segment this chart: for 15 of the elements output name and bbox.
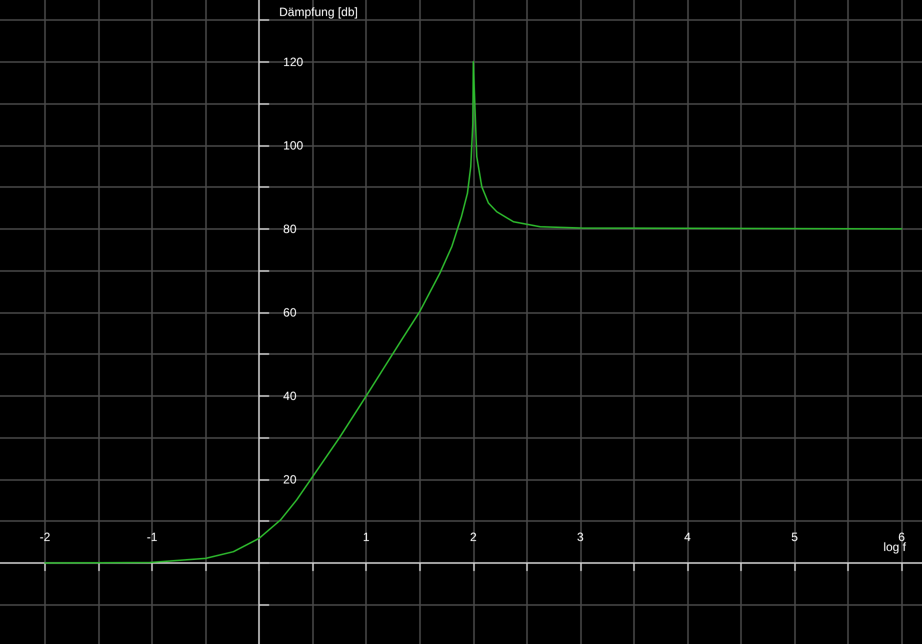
x-tick-label: 1	[362, 530, 370, 544]
x-tick-label: -2	[40, 530, 51, 544]
y-tick-label: 60	[283, 305, 297, 320]
y-tick-label: 100	[283, 138, 304, 152]
x-tick-label: 2	[470, 530, 477, 544]
x-tick-label: 5	[791, 530, 798, 544]
x-tick-label: -1	[146, 530, 158, 544]
x-tick-label: 3	[577, 530, 584, 544]
y-axis-title: Dämpfung [db]	[279, 5, 358, 19]
x-tick-label: 4	[684, 530, 692, 544]
y-tick-label: 120	[283, 54, 304, 69]
y-tick-label: 40	[283, 388, 297, 403]
y-tick-label: 80	[283, 222, 297, 236]
y-tick-label: 20	[283, 472, 297, 486]
x-tick-label: 6	[898, 530, 906, 544]
